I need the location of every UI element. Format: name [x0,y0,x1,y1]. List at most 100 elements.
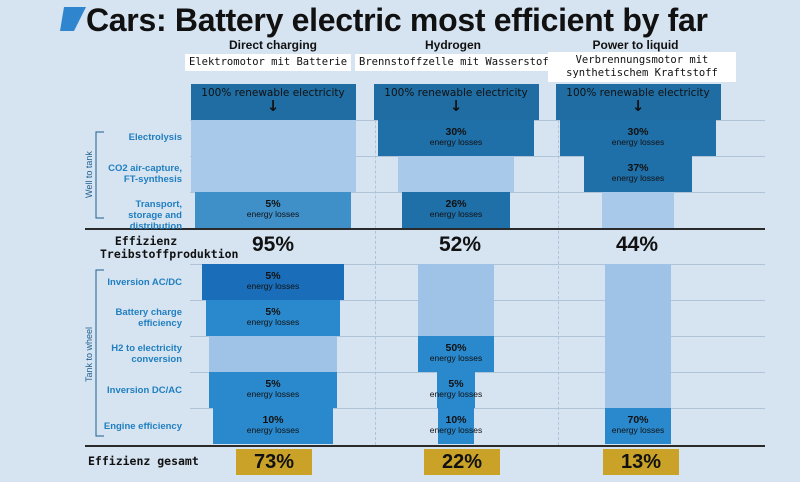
logo-icon [60,7,86,31]
bar-pass-ttw-1-2 [605,300,671,336]
bar-label-ttw-3-0: 5% energy losses [213,379,333,399]
bar-pass-wtt-2-2 [601,192,675,228]
mid-value-hydrogen: 52% [438,233,482,256]
bar-loss-wtt-2-1 [401,192,511,228]
side-label-tank-to-wheel: Tank to wheel [84,326,94,382]
loss-percent: 37% [627,162,649,174]
bar-label-ttw-4-0: 10% energy losses [213,415,333,435]
bar-loss-ttw-4-2 [605,408,671,444]
loss-percent: 5% [448,378,464,390]
bar-loss-wtt-0-1 [378,120,534,156]
row-label-transport: Transport, storage and distribution [128,199,182,232]
down-arrow-icon: ↓ [631,97,645,115]
loss-suffix: energy losses [246,389,300,399]
col-subtitle-ptl: Verbrennungsmotor mit synthetischem Kraf… [548,52,736,82]
grid-line [190,408,765,409]
bar-loss-ttw-0-0 [202,264,344,300]
bar-loss-wtt-1-2 [583,156,693,192]
loss-suffix: energy losses [429,425,483,435]
grid-line-vertical [558,85,559,445]
loss-percent: 30% [627,126,649,138]
bar-pass-ttw-2-2 [605,336,671,372]
bracket-tank-to-wheel [95,269,104,437]
down-arrow-icon: ↓ [449,97,463,115]
grid-line [190,372,765,373]
source-label: 100% renewable electricity [566,87,710,99]
grid-line-vertical [375,85,376,445]
source-box-1: 100% renewable electricity ↓ [373,84,539,120]
loss-suffix: energy losses [611,173,665,183]
loss-percent: 50% [445,342,467,354]
bar-label-ttw-4-1: 10% energy losses [396,415,516,435]
loss-percent: 26% [445,198,467,210]
bar-loss-ttw-2-1 [417,336,495,372]
bar-label-ttw-2-1: 50% energy losses [396,343,516,363]
loss-suffix: energy losses [246,425,300,435]
loss-suffix: energy losses [429,353,483,363]
loss-percent: 70% [627,414,649,426]
row-label-inversion-dcac: Inversion DC/AC [107,385,182,396]
loss-suffix: energy losses [429,209,483,219]
row-label-co2-capture: CO2 air-capture, FT-synthesis [108,163,182,185]
source-label: 100% renewable electricity [384,87,528,99]
bar-loss-ttw-4-0 [212,408,334,444]
row-label-engine: Engine efficiency [103,421,182,432]
loss-percent: 5% [265,378,281,390]
bar-label-ttw-4-2: 70% energy losses [578,415,698,435]
bar-loss-ttw-1-0 [205,300,340,336]
bar-label-wtt-0-2: 30% energy losses [578,127,698,147]
total-efficiency-label: Effizienz gesamt [88,454,199,468]
source-box-0: 100% renewable electricity ↓ [190,84,356,120]
bar-pass-ttw-0-1 [417,264,495,300]
col-header-direct: Direct charging [228,38,318,52]
row-label-battery-charge: Battery charge efficiency [115,307,182,329]
bar-label-wtt-1-2: 37% energy losses [578,163,698,183]
loss-suffix: energy losses [429,389,483,399]
bar-label-wtt-0-1: 30% energy losses [396,127,516,147]
bar-label-wtt-2-0: 5% energy losses [213,199,333,219]
loss-percent: 30% [445,126,467,138]
col-header-ptl: Power to liquid [592,38,679,52]
bar-pass-wtt-1-1 [398,156,514,192]
mid-value-direct: 95% [251,233,295,256]
row-label-h2-conversion: H2 to electricity conversion [111,343,182,365]
col-subtitle-direct: Elektromotor mit Batterie [185,54,352,71]
loss-percent: 10% [262,414,284,426]
page-title: Cars: Battery electric most efficient by… [86,2,708,38]
separator-line [85,445,765,447]
bar-loss-wtt-0-2 [560,120,716,156]
bar-loss-ttw-3-1 [436,372,476,408]
separator-line [85,228,765,230]
total-value-ptl: 13% [603,449,679,475]
col-header-hydrogen: Hydrogen [424,38,481,52]
bracket-well-to-tank [95,131,104,219]
bar-label-wtt-2-1: 26% energy losses [396,199,516,219]
loss-percent: 5% [265,198,281,210]
loss-suffix: energy losses [429,137,483,147]
bar-pass-ttw-0-2 [605,264,671,300]
bar-pass-ttw-3-2 [605,372,671,408]
total-value-hydrogen: 22% [424,449,500,475]
loss-percent: 10% [445,414,467,426]
bar-pass-ttw-1-1 [417,300,495,336]
loss-suffix: energy losses [246,281,300,291]
mid-efficiency-label: Effizienz Treibstoffproduktion [100,234,239,261]
bar-pass-wtt-0-0 [190,120,356,156]
bar-pass-wtt-1-0 [190,156,356,192]
total-value-direct: 73% [236,449,312,475]
col-subtitle-hydrogen: Brennstoffzelle mit Wasserstoff [355,54,559,71]
bar-label-ttw-0-0: 5% energy losses [213,271,333,291]
bar-label-ttw-1-0: 5% energy losses [213,307,333,327]
source-label: 100% renewable electricity [201,87,345,99]
down-arrow-icon: ↓ [266,97,280,115]
loss-percent: 5% [265,270,281,282]
loss-suffix: energy losses [246,209,300,219]
bar-loss-ttw-3-0 [209,372,337,408]
mid-value-ptl: 44% [615,233,659,256]
bar-loss-wtt-2-0 [195,192,351,228]
row-label-electrolysis: Electrolysis [128,132,182,143]
bar-loss-ttw-4-1 [437,408,475,444]
side-label-well-to-tank: Well to tank [84,151,94,198]
bar-pass-ttw-2-0 [209,336,337,372]
bar-label-ttw-3-1: 5% energy losses [396,379,516,399]
